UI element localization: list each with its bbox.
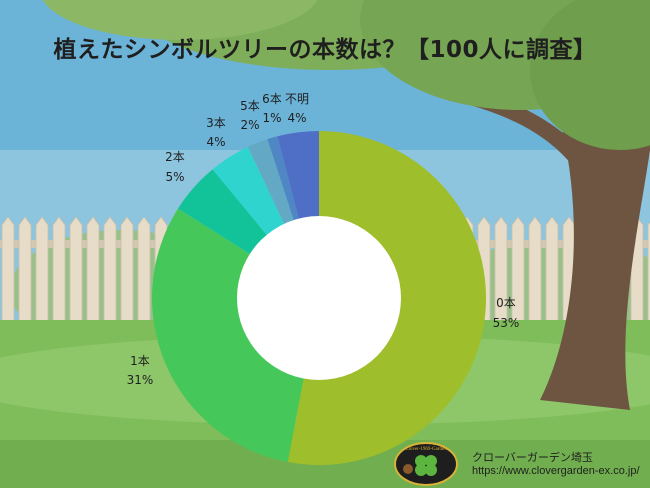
label-0-value: 53% (493, 316, 520, 330)
company-name: クローバーガーデン埼玉 (472, 452, 593, 464)
logo-bear (403, 464, 413, 474)
fence-picket (528, 216, 542, 326)
chart-title: 植えたシンボルツリーの本数は？【100人に調査】 (53, 37, 597, 63)
data-labels: 0本 53% 1本 31% 2本 5% 3本 4% 5本 2% 6本 1% 不明… (127, 92, 520, 387)
label-5-value: 1% (262, 111, 281, 125)
label-4-category: 5本 (240, 99, 260, 113)
tree-foliage-4 (42, 0, 318, 40)
logo-clover-leaf-4 (425, 464, 437, 476)
label-1-value: 31% (127, 373, 154, 387)
fence-picket (1, 216, 15, 326)
tree-trunk (540, 120, 650, 410)
label-2-value: 5% (165, 170, 184, 184)
tree-foliage-3 (530, 0, 650, 150)
fence-picket (545, 216, 559, 326)
tree-branch (470, 90, 600, 190)
label-6-value: 4% (287, 111, 306, 125)
fence-picket (69, 216, 83, 326)
label-3-category: 3本 (206, 116, 226, 130)
fence-picket (120, 216, 134, 326)
fence-picket (35, 216, 49, 326)
label-4-value: 2% (240, 118, 259, 132)
label-6-category: 不明 (285, 92, 309, 106)
clover-logo: Clover-1969-Garden (394, 442, 458, 486)
website-url[interactable]: https://www.clovergarden-ex.co.jp/ (472, 465, 640, 477)
label-0-category: 0本 (496, 296, 516, 310)
logo-text: Clover-1969-Garden (405, 447, 447, 452)
logo-clover-leaf-3 (415, 464, 427, 476)
fence-picket (52, 216, 66, 326)
fence-picket (103, 216, 117, 326)
label-2-category: 2本 (165, 150, 185, 164)
footer: Clover-1969-Garden クローバーガーデン埼玉 https://w… (392, 440, 650, 488)
donut-hole (237, 216, 401, 380)
fence-picket (86, 216, 100, 326)
fence-picket (18, 216, 32, 326)
logo-clover-leaf-1 (415, 455, 427, 467)
fence-picket (137, 216, 151, 326)
logo-clover-leaf-2 (425, 455, 437, 467)
label-5-category: 6本 (262, 92, 282, 106)
label-1-category: 1本 (130, 354, 150, 368)
label-3-value: 4% (206, 135, 225, 149)
